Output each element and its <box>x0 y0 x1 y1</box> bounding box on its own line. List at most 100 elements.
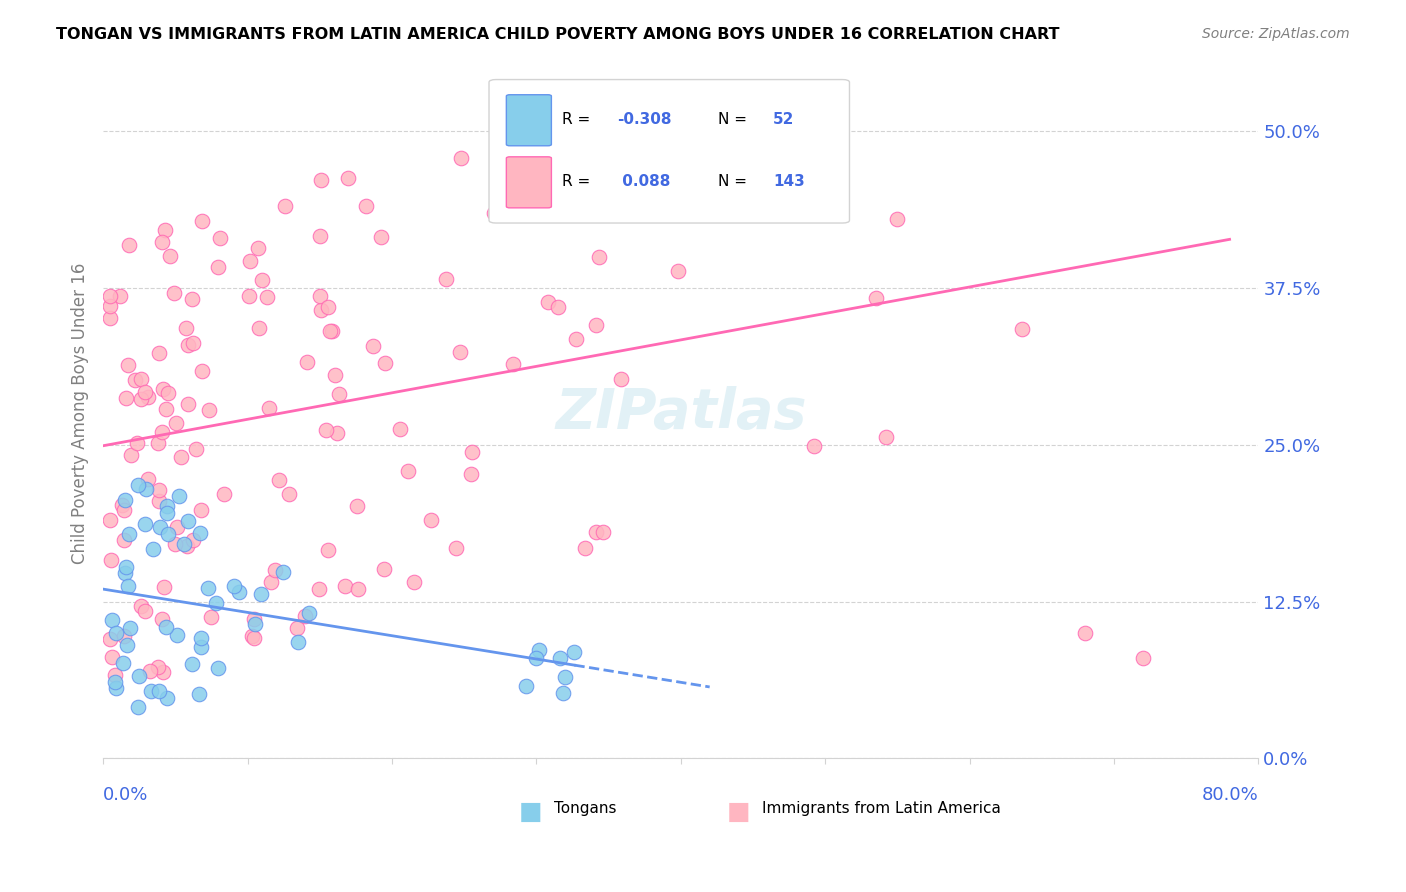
Point <box>105 626 128 640</box>
Point <box>287 635 309 649</box>
Point <box>592 524 614 539</box>
Point <box>114 566 136 581</box>
Point <box>502 357 524 371</box>
Point <box>98 289 121 303</box>
Point <box>212 487 235 501</box>
Point <box>370 230 392 244</box>
Point <box>295 355 318 369</box>
Point <box>285 621 308 635</box>
Text: 80.0%: 80.0% <box>1202 786 1258 804</box>
Point <box>148 684 170 698</box>
Point <box>548 651 571 665</box>
Point <box>98 299 121 313</box>
Point <box>127 478 149 492</box>
Point <box>148 346 170 360</box>
Point <box>156 506 179 520</box>
Point <box>519 189 541 203</box>
Text: Tongans: Tongans <box>554 801 616 816</box>
Point <box>361 339 384 353</box>
Point <box>574 541 596 555</box>
Point <box>274 199 297 213</box>
Point <box>607 99 630 113</box>
Point <box>326 426 349 441</box>
Point <box>1132 651 1154 665</box>
Point <box>186 442 208 456</box>
Point <box>156 690 179 705</box>
Point <box>181 336 204 351</box>
Point <box>374 356 396 370</box>
Point <box>98 632 121 646</box>
Point <box>323 368 346 383</box>
Point <box>174 321 197 335</box>
Point <box>112 629 135 643</box>
Point <box>166 628 188 642</box>
Text: ■: ■ <box>519 799 543 823</box>
Point <box>396 464 419 478</box>
Point <box>136 472 159 486</box>
Point <box>515 679 537 693</box>
Point <box>101 649 124 664</box>
Point <box>240 629 263 643</box>
Point <box>159 249 181 263</box>
Point <box>152 612 174 626</box>
Point <box>188 526 211 541</box>
Point <box>197 581 219 595</box>
Text: 0.0%: 0.0% <box>103 786 149 804</box>
Point <box>264 563 287 577</box>
Point <box>250 586 273 600</box>
Point <box>190 640 212 654</box>
Point <box>131 392 153 406</box>
Point <box>190 503 212 517</box>
Text: Immigrants from Latin America: Immigrants from Latin America <box>762 801 1001 816</box>
Point <box>112 657 135 671</box>
Point <box>420 513 443 527</box>
Point <box>444 541 467 556</box>
Point <box>243 631 266 645</box>
Point <box>434 272 457 286</box>
Point <box>803 439 825 453</box>
Point <box>198 403 221 417</box>
Point <box>163 286 186 301</box>
Point <box>207 661 229 675</box>
Point <box>333 579 356 593</box>
Point <box>536 295 558 310</box>
Point <box>256 290 278 304</box>
Point <box>321 324 343 338</box>
Point <box>100 553 122 567</box>
Point <box>191 364 214 378</box>
Point <box>148 483 170 497</box>
Point <box>238 289 260 303</box>
Point <box>111 498 134 512</box>
Point <box>711 207 734 221</box>
Point <box>163 537 186 551</box>
Point <box>209 231 232 245</box>
Point <box>228 584 250 599</box>
Point <box>449 344 471 359</box>
Point <box>148 493 170 508</box>
Point <box>155 402 177 417</box>
Point <box>103 668 125 682</box>
Point <box>886 212 908 227</box>
Point <box>155 499 177 513</box>
Point <box>207 260 229 274</box>
Point <box>120 448 142 462</box>
Point <box>150 235 173 250</box>
Point <box>98 310 121 325</box>
Point <box>354 199 377 213</box>
Text: ZIPatlas: ZIPatlas <box>555 386 807 441</box>
Point <box>699 161 721 176</box>
Point <box>136 390 159 404</box>
Point <box>139 684 162 698</box>
Point <box>110 288 132 302</box>
Point <box>690 184 713 198</box>
Point <box>177 514 200 528</box>
Point <box>243 616 266 631</box>
Point <box>176 539 198 553</box>
Point <box>309 173 332 187</box>
Point <box>224 579 246 593</box>
Point <box>309 302 332 317</box>
Point <box>134 604 156 618</box>
Text: ■: ■ <box>727 799 751 823</box>
Point <box>152 580 174 594</box>
Point <box>155 620 177 634</box>
